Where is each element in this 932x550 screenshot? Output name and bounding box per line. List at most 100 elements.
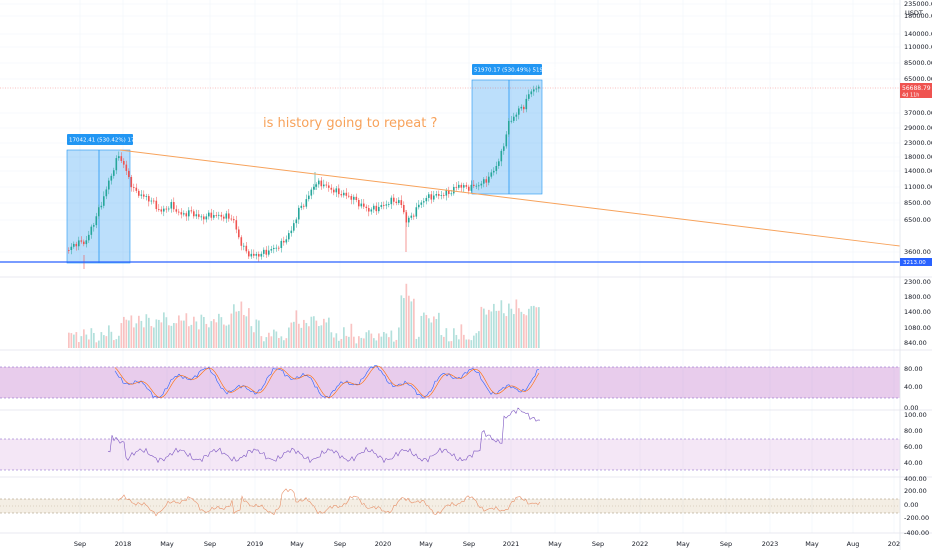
candle-body — [165, 208, 168, 210]
volume-bar — [363, 338, 365, 348]
time-tick-label: May — [160, 540, 174, 548]
candle-body — [363, 203, 365, 207]
candle-body — [440, 195, 443, 196]
volume-bar — [478, 331, 480, 348]
candle-body — [158, 209, 160, 210]
candle-body — [533, 89, 535, 92]
time-axis[interactable]: Sep 2018 May Sep 2019 May Sep 2020 May Sep 2021 May… — [74, 540, 900, 548]
candle-body — [345, 192, 348, 196]
volume-bar — [345, 335, 348, 348]
volume-bar — [150, 326, 153, 348]
volume-bar — [250, 326, 253, 348]
volume-bar — [205, 323, 208, 348]
candle-body — [335, 188, 338, 193]
candle-body — [283, 240, 285, 243]
candle-body — [535, 88, 538, 90]
volume-bar — [333, 337, 335, 348]
volume-bar — [258, 320, 260, 348]
volume-bar — [83, 329, 85, 348]
volume-bar — [533, 305, 535, 348]
volume-bar — [120, 323, 123, 348]
volume-bar — [348, 336, 350, 348]
candle-body — [70, 246, 73, 250]
rsi-tick-label: 40.00 — [904, 459, 923, 467]
candle-body — [330, 187, 333, 190]
volume-bar — [155, 319, 158, 348]
volume-bar — [380, 336, 383, 348]
volume-bar — [520, 311, 523, 348]
volume-bar — [93, 332, 95, 348]
candle-body — [230, 218, 233, 220]
rsi-tick-label: 60.00 — [904, 443, 923, 451]
volume-bar — [103, 335, 105, 348]
volume-bar — [538, 307, 540, 348]
volume-bar — [315, 320, 318, 348]
candle-body — [223, 216, 225, 219]
candle-body — [480, 183, 483, 186]
volume-tick-label: 1080.00 — [904, 324, 931, 332]
candle-body — [95, 216, 98, 226]
volume-bar — [153, 327, 155, 348]
candle-body — [500, 150, 503, 162]
volume-bar — [80, 336, 83, 348]
candle-body — [315, 184, 318, 187]
candle-body — [455, 186, 458, 188]
price-tick-label: 18000.00 — [904, 153, 932, 161]
candle-body — [393, 197, 395, 202]
candle-body — [125, 164, 128, 171]
candle-body — [515, 114, 518, 117]
candle-body — [208, 212, 210, 217]
candle-body — [425, 197, 428, 202]
candle-body — [513, 116, 515, 121]
volume-bar — [460, 324, 463, 348]
volume-bar — [428, 318, 430, 348]
candle-body — [423, 201, 425, 203]
volume-bars — [68, 283, 540, 348]
candle-body — [273, 247, 275, 250]
volume-bar — [178, 315, 180, 348]
candle-body — [350, 196, 353, 200]
candle-body — [460, 184, 463, 188]
candle-body — [290, 230, 293, 234]
rsi-axis: 100.00 80.00 60.00 40.00 — [904, 411, 927, 467]
volume-bar — [233, 304, 235, 348]
rsi-line — [107, 407, 541, 464]
volume-bar — [473, 335, 475, 348]
volume-bar — [523, 314, 525, 348]
volume-bar — [98, 340, 100, 348]
candle-body — [88, 234, 90, 241]
volume-bar — [530, 306, 533, 348]
volume-bar — [305, 322, 308, 348]
candle-body — [235, 220, 238, 230]
price-tick-label: 85000.00 — [904, 59, 932, 67]
volume-bar — [510, 308, 513, 348]
volume-bar — [235, 311, 238, 348]
time-tick-label: Aug — [847, 540, 860, 548]
volume-bar — [415, 338, 418, 348]
price-tick-label: 6500.00 — [904, 216, 931, 224]
volume-bar — [508, 303, 510, 348]
volume-bar — [195, 321, 198, 348]
candle-body — [255, 254, 258, 256]
volume-bar — [240, 301, 243, 348]
candle-body — [408, 217, 410, 223]
price-axis[interactable]: 235000.00 180000.00 140000.00 110000.00 8500… — [904, 0, 932, 256]
time-tick-label: 202 — [888, 540, 900, 548]
volume-bar — [318, 326, 320, 348]
volume-bar — [165, 317, 168, 348]
candle-body — [260, 253, 263, 257]
time-tick-label: May — [290, 540, 304, 548]
volume-bar — [438, 312, 440, 348]
candle-body — [360, 203, 363, 207]
volume-bar — [228, 324, 230, 348]
volume-bar — [355, 343, 358, 348]
volume-bar — [173, 323, 175, 348]
candle-body — [190, 210, 193, 212]
volume-bar — [298, 323, 300, 348]
candle-body — [508, 120, 510, 135]
volume-bar — [488, 309, 490, 348]
time-tick-label: Sep — [592, 540, 604, 548]
volume-bar — [68, 332, 70, 348]
cci-tick-label: 400.00 — [904, 475, 927, 483]
time-tick-label: Sep — [463, 540, 475, 548]
